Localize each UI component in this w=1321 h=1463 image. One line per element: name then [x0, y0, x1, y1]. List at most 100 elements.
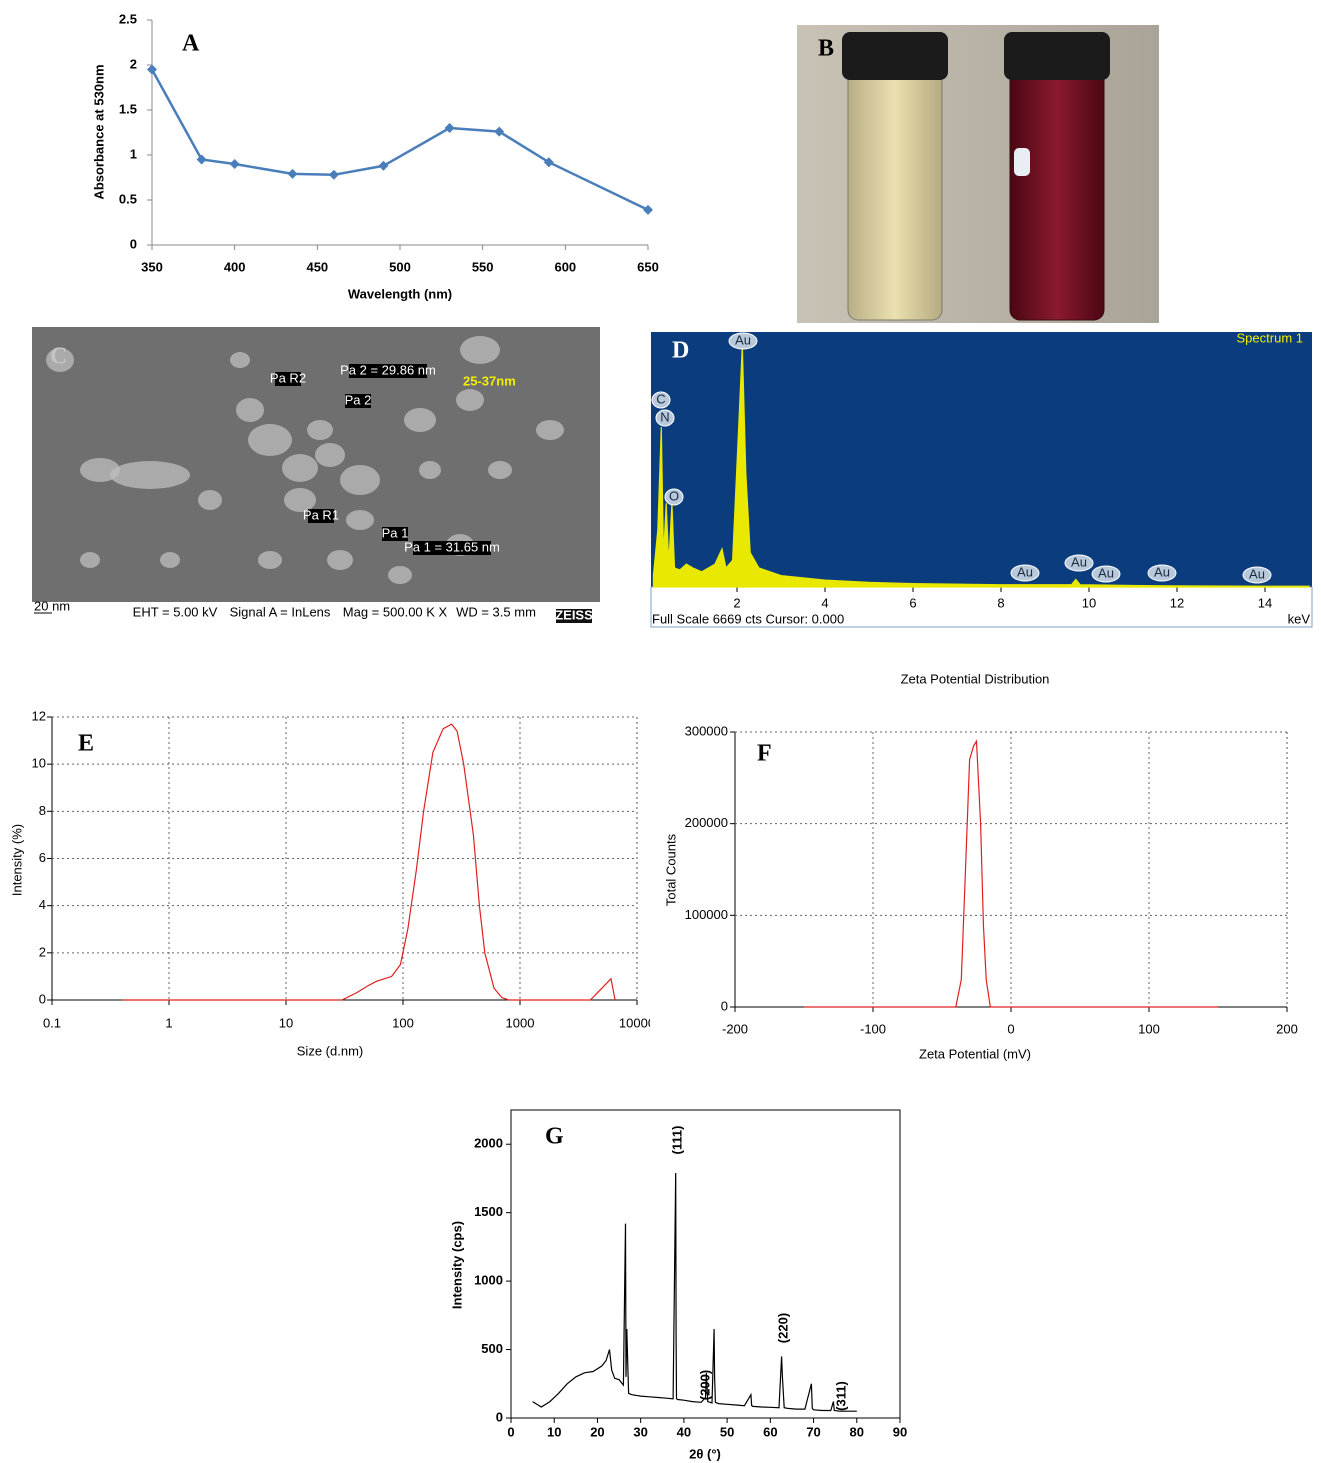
- peak-annotation: (311): [833, 1381, 848, 1411]
- y-tick-label: 1.5: [119, 101, 137, 116]
- particle: [327, 550, 353, 570]
- y-tick-label: 0: [130, 236, 137, 251]
- particle: [230, 352, 250, 368]
- spectrum: [652, 345, 1310, 588]
- x-tick-label: -200: [722, 1021, 748, 1036]
- photo-b: B: [797, 25, 1159, 323]
- sem-text: Signal A = InLens: [230, 604, 331, 619]
- marker: [378, 160, 389, 171]
- y-tick-label: 0: [496, 1409, 503, 1424]
- panel-label: G: [545, 1124, 564, 1150]
- panel-label: B: [818, 36, 834, 62]
- label-box: [382, 527, 408, 541]
- marker: [643, 204, 653, 215]
- particle: [340, 465, 380, 495]
- y-tick-label: 8: [39, 803, 46, 818]
- particle: [110, 461, 190, 489]
- x-tick-label: 10000: [619, 1015, 655, 1030]
- x-tick-label: 600: [554, 259, 576, 274]
- marker: [147, 64, 157, 75]
- label-box: [349, 364, 427, 378]
- x-tick-label: 10: [279, 1015, 293, 1030]
- sem-text: ZEISS: [555, 607, 593, 622]
- peak-badge: [1091, 565, 1121, 583]
- sem-text: EHT = 5.00 kV: [133, 604, 218, 619]
- y-tick-label: 100000: [685, 907, 728, 922]
- x-tick-label: 80: [850, 1424, 864, 1439]
- particle: [488, 461, 512, 479]
- marker: [444, 123, 455, 133]
- x-tick-label: 2: [733, 595, 740, 610]
- sem-text: Pa R2: [270, 370, 306, 385]
- sem-text: Mag = 500.00 K X: [343, 604, 448, 619]
- peak-label: Au: [1071, 554, 1087, 569]
- y-tick-label: 1000: [474, 1273, 503, 1288]
- x-tick-label: 50: [720, 1424, 734, 1439]
- x-tick-label: -100: [860, 1021, 886, 1036]
- particle: [388, 566, 412, 584]
- label-box: [308, 509, 334, 523]
- marker: [328, 169, 339, 180]
- x-tick-label: 60: [763, 1424, 777, 1439]
- particle: [460, 336, 500, 364]
- chart-title: Size Distribution by Intensity: [248, 656, 412, 671]
- peak-annotation: (220): [775, 1313, 790, 1343]
- marker: [196, 154, 207, 165]
- panel-label: A: [182, 31, 200, 57]
- x-tick-label: 0: [507, 1424, 514, 1439]
- panel-label: D: [672, 338, 689, 364]
- plot-background: [651, 332, 1312, 587]
- series-line: [122, 723, 616, 1001]
- particle: [284, 488, 316, 512]
- x-tick-label: 200: [1276, 1021, 1298, 1036]
- peak-badge: [1147, 564, 1177, 582]
- sem-text: Pa 2: [345, 392, 372, 407]
- y-tick-label: 1500: [474, 1204, 503, 1219]
- peak-label: O: [669, 488, 679, 503]
- y-axis-label: Absorbance at 530nm: [91, 64, 106, 199]
- sem-text: Pa 1: [382, 525, 409, 540]
- chart-title: Zeta Potential Distribution: [901, 671, 1050, 686]
- particle: [46, 348, 74, 372]
- peak-label: C: [656, 391, 665, 406]
- particle: [404, 408, 436, 432]
- x-tick-label: 450: [306, 259, 328, 274]
- particle: [80, 552, 100, 568]
- panel-label: F: [757, 741, 772, 767]
- particle: [307, 420, 333, 440]
- y-tick-label: 4: [39, 897, 46, 912]
- peak-annotation: (111): [669, 1126, 684, 1155]
- x-tick-label: 0.1: [43, 1015, 61, 1030]
- particle: [160, 552, 180, 568]
- y-tick-label: 2: [39, 944, 46, 959]
- y-tick-label: 12: [32, 708, 46, 723]
- peak-label: Au: [735, 332, 751, 347]
- y-tick-label: 0: [721, 998, 728, 1013]
- peak-label: N: [660, 409, 669, 424]
- label-box: [275, 372, 301, 386]
- peak-label: Au: [1154, 564, 1170, 579]
- y-axis-label: Intensity (%): [9, 824, 24, 896]
- peak-badge: [664, 488, 684, 506]
- peak-badge: [1242, 566, 1272, 584]
- x-tick-label: 8: [997, 595, 1004, 610]
- y-tick-label: 500: [481, 1341, 503, 1356]
- y-axis-label: Total Counts: [663, 833, 678, 906]
- chart: 0 0.5 1 1.5 2 2.5 350 400 450 500 550 600 650 A Wavele…: [91, 11, 658, 301]
- x-tick-label: 650: [637, 259, 659, 274]
- particle: [258, 551, 282, 569]
- x-tick-label: 550: [472, 259, 494, 274]
- series-line: [804, 739, 1218, 1008]
- peak-label: Au: [1098, 565, 1114, 580]
- x-axis-label: keV: [1288, 611, 1311, 626]
- peak-badge: [1010, 564, 1040, 582]
- peak-badge: [1064, 554, 1094, 572]
- particle: [248, 424, 292, 456]
- x-tick-label: 350: [141, 259, 163, 274]
- series-line: [532, 1172, 857, 1412]
- chart: 0 2 4 6 8 10 12 0.1 1 10 100 1000 10000 E Size Distrib…: [9, 656, 655, 1058]
- y-tick-label: 10: [32, 756, 46, 771]
- annotation: Spectrum 1: [1237, 330, 1303, 345]
- sem-text: 20 nm: [34, 598, 70, 613]
